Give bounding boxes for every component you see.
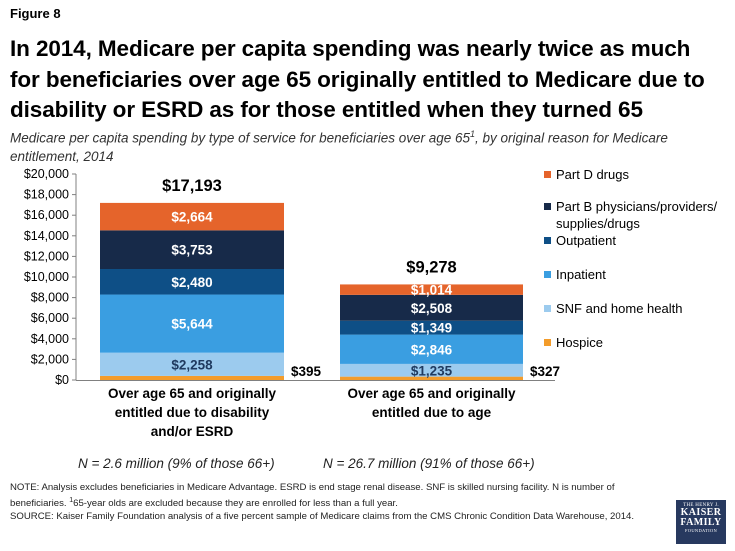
logo-line-2a: KAISER (680, 507, 722, 518)
note-line-end: 65-year olds are excluded because they a… (73, 498, 398, 510)
legend-label: Hospice (556, 335, 603, 350)
bar-segment (340, 376, 523, 380)
logo-line-2b: FAMILY (680, 517, 722, 528)
legend-label: Part D drugs (556, 167, 629, 182)
bar-segment (340, 284, 523, 295)
bar-segment (340, 334, 523, 364)
data-label: $3,753 (171, 243, 213, 258)
y-tick-label: $4,000 (31, 332, 69, 346)
data-label: $2,846 (411, 342, 453, 357)
data-label: $327 (530, 364, 560, 379)
y-tick-label: $18,000 (24, 188, 69, 202)
x-category-label: entitled due to disability (115, 405, 270, 420)
x-category-label: Over age 65 and originally (347, 386, 516, 401)
subtitle-text: Medicare per capita spending by type of … (10, 130, 471, 146)
bar-segment (100, 268, 284, 295)
bar-segment (340, 320, 523, 335)
logo-line-1: THE HENRY J. (683, 503, 719, 508)
bar-segment (340, 363, 523, 377)
logo-line-3: FOUNDATION (685, 528, 717, 533)
legend-swatch (544, 305, 551, 312)
bar-segment (100, 202, 284, 231)
bar-segment (100, 375, 284, 380)
bar-segment (340, 294, 523, 321)
y-tick-label: $6,000 (31, 311, 69, 325)
chart-subtitle: Medicare per capita spending by type of … (10, 125, 725, 166)
bar-segment (100, 294, 284, 353)
legend-label: Outpatient (556, 233, 616, 248)
legend-swatch (544, 203, 551, 210)
data-label: $2,508 (411, 301, 453, 316)
y-tick-label: $10,000 (24, 270, 69, 284)
legend-label: supplies/drugs (556, 216, 640, 231)
x-category-label: and/or ESRD (151, 424, 234, 439)
x-category-label: Over age 65 and originally (108, 386, 277, 401)
data-label: $2,664 (171, 210, 213, 225)
note-text: NOTE: Analysis excludes beneficiaries in… (10, 481, 660, 510)
legend-label: Part B physicians/providers/ (556, 199, 718, 214)
chart-title: In 2014, Medicare per capita spending wa… (10, 36, 705, 122)
y-tick-label: $8,000 (31, 291, 69, 305)
figure-label: Figure 8 (10, 6, 61, 21)
y-tick-label: $0 (55, 373, 69, 387)
total-label: $17,193 (162, 177, 222, 195)
legend-label: SNF and home health (556, 301, 682, 316)
legend-swatch (544, 271, 551, 278)
subtitle-text-end: , by original reason for Medicare entitl… (10, 130, 668, 164)
data-label: $395 (291, 364, 322, 379)
bar-segment (100, 230, 284, 269)
y-tick-label: $12,000 (24, 249, 69, 263)
legend-swatch (544, 339, 551, 346)
data-label: $5,644 (171, 317, 213, 332)
data-label: $1,014 (411, 283, 453, 298)
subtitle-footnote-marker: 1 (470, 129, 476, 139)
y-tick-label: $16,000 (24, 208, 69, 222)
legend-swatch (544, 171, 551, 178)
y-tick-label: $2,000 (31, 352, 69, 366)
y-tick-label: $20,000 (24, 167, 69, 181)
total-label: $9,278 (406, 258, 456, 276)
data-label: $2,480 (171, 275, 212, 290)
legend-label: Inpatient (556, 267, 606, 282)
data-label: $1,349 (411, 321, 452, 336)
kff-logo: THE HENRY J. KAISER FAMILY FOUNDATION (676, 500, 726, 544)
note-footnote-marker: 1 (69, 497, 74, 504)
data-label: $2,258 (171, 357, 213, 372)
n-label-age: N = 26.7 million (91% of those 66+) (323, 456, 535, 471)
x-category-label: entitled due to age (372, 405, 492, 420)
n-label-disability: N = 2.6 million (9% of those 66+) (78, 456, 275, 471)
legend-swatch (544, 237, 551, 244)
note-line: NOTE: Analysis excludes beneficiaries in… (10, 482, 615, 510)
source-text: SOURCE: Kaiser Family Foundation analysi… (10, 511, 635, 523)
data-label: $1,235 (411, 363, 453, 378)
y-tick-label: $14,000 (24, 229, 69, 243)
notes: NOTE: Analysis excludes beneficiaries in… (10, 481, 660, 523)
bar-segment (100, 352, 284, 376)
